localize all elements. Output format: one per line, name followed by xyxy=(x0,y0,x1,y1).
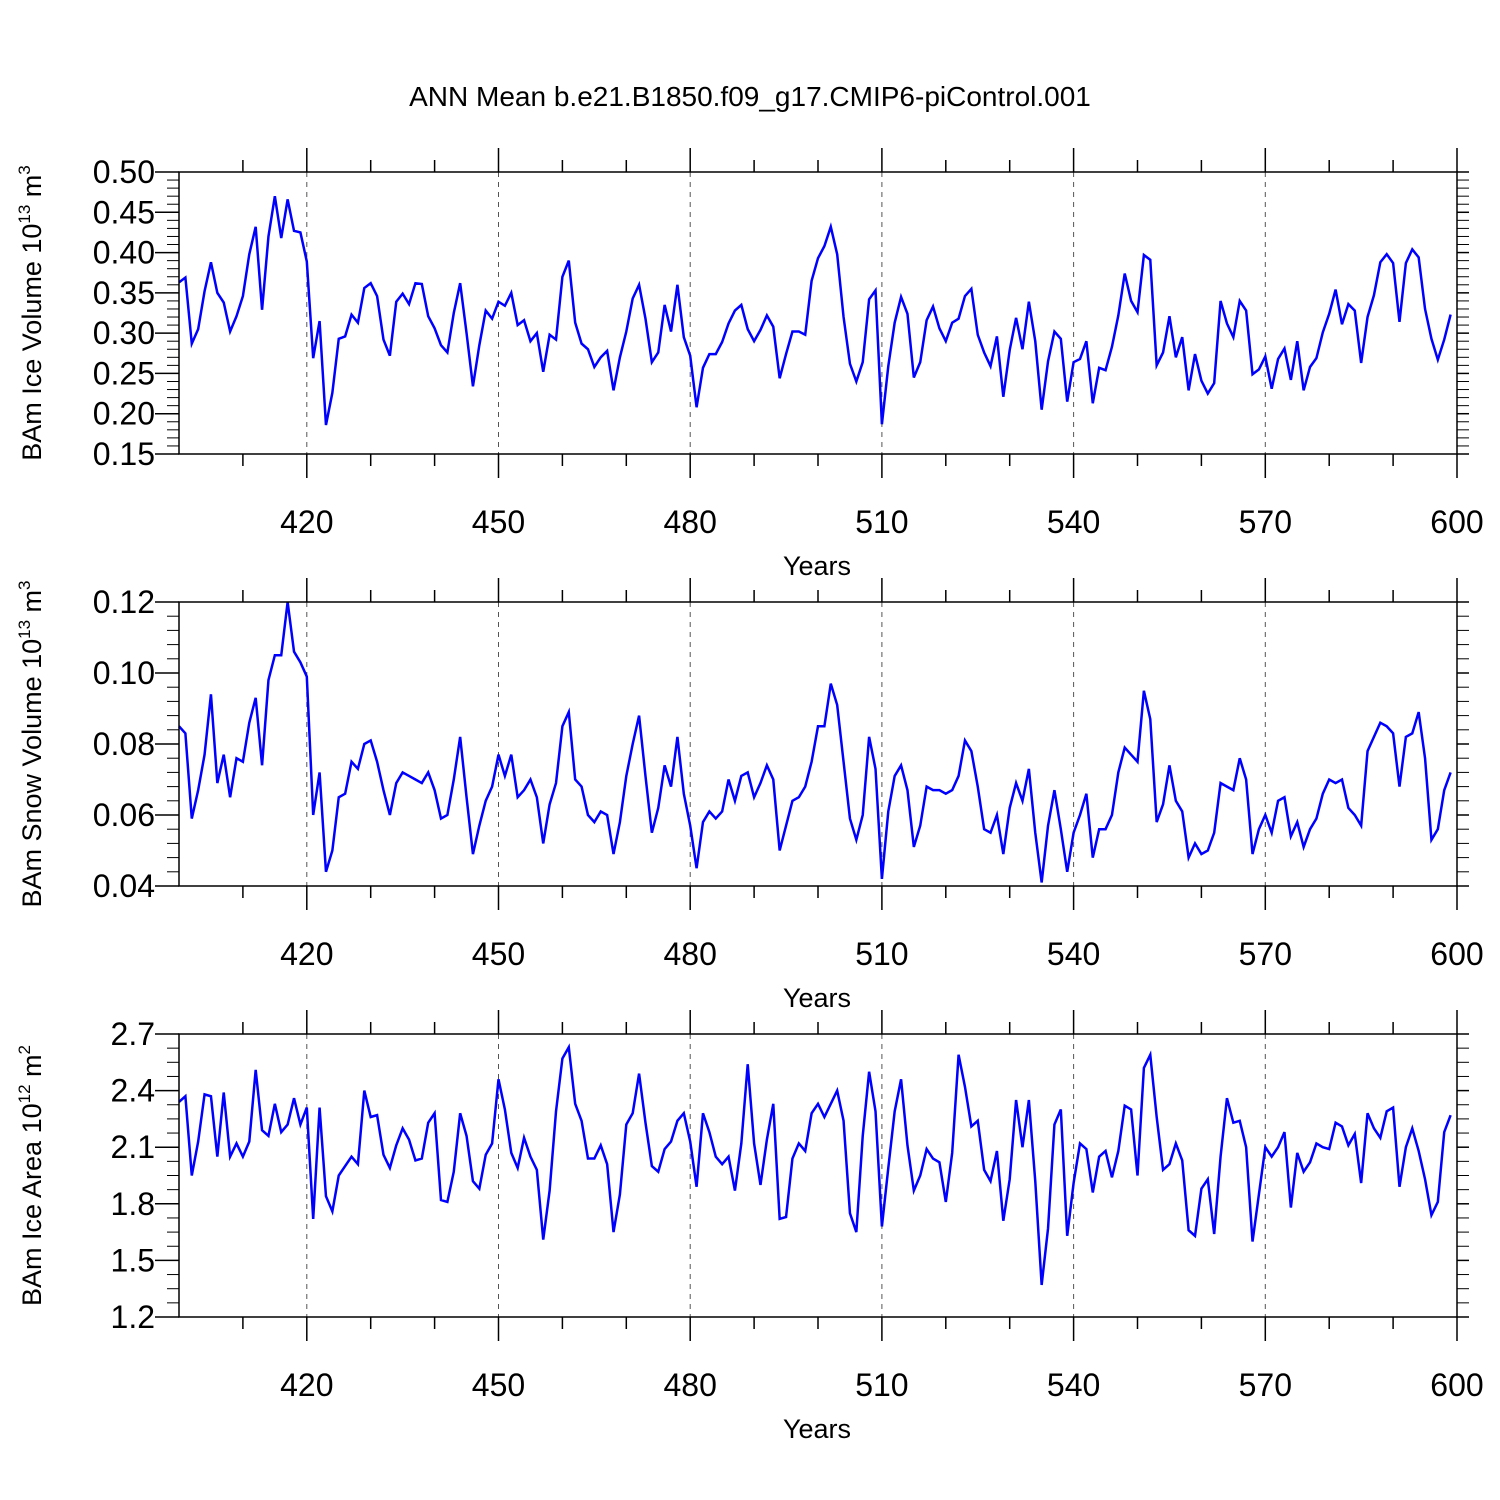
y-axis-label-prefix: BAm Ice Volume 10 xyxy=(17,224,47,461)
x-tick-label: 510 xyxy=(855,936,908,972)
y-axis-label: BAm Ice Volume 1013 m3 xyxy=(15,165,47,461)
y-tick-label: 0.25 xyxy=(93,355,155,391)
x-tick-label: 540 xyxy=(1047,504,1100,540)
chart-panel-1: 0.15 0.20 0.25 0.30 0.35 0.40 0.45 0.50 420 450 48… xyxy=(15,148,1484,581)
x-tick-label: 450 xyxy=(472,936,525,972)
y-tick-label: 0.45 xyxy=(93,194,155,230)
plot-frame xyxy=(178,171,1458,455)
x-tick-label: 570 xyxy=(1239,936,1292,972)
data-series-line xyxy=(178,601,1452,883)
y-axis-label-unit-exp: 3 xyxy=(15,165,34,174)
y-axis-label: BAm Snow Volume 1013 m3 xyxy=(15,580,47,907)
x-tick-label: 510 xyxy=(855,504,908,540)
y-axis-label-unit: m xyxy=(17,1054,47,1084)
x-tick-label: 480 xyxy=(664,1367,717,1403)
data-series-line xyxy=(178,195,1452,426)
y-axis-label: BAm Ice Area 1012 m2 xyxy=(15,1045,47,1306)
y-tick-label: 2.7 xyxy=(111,1016,155,1052)
x-axis-label: Years xyxy=(783,1414,851,1444)
x-tick-label: 600 xyxy=(1430,1367,1483,1403)
figure-title: ANN Mean b.e21.B1850.f09_g17.CMIP6-piCon… xyxy=(409,81,1091,112)
x-tick-label: 600 xyxy=(1430,504,1483,540)
y-axis-label-unit: m xyxy=(17,175,47,205)
plot-frame xyxy=(178,1033,1458,1318)
x-tick-label: 450 xyxy=(472,1367,525,1403)
x-tick-label: 510 xyxy=(855,1367,908,1403)
y-tick-label: 2.4 xyxy=(111,1073,155,1109)
x-tick-label: 480 xyxy=(664,504,717,540)
x-tick-label: 600 xyxy=(1430,936,1483,972)
x-tick-label: 570 xyxy=(1239,1367,1292,1403)
y-tick-label: 0.30 xyxy=(93,315,155,351)
y-tick-label: 0.50 xyxy=(93,154,155,190)
data-series-line xyxy=(178,1043,1452,1286)
x-tick-label: 420 xyxy=(280,1367,333,1403)
chart-panel-2: 0.04 0.06 0.08 0.10 0.12 420 450 480 510 540 570 60… xyxy=(15,578,1484,1013)
x-axis-label: Years xyxy=(783,983,851,1013)
y-tick-label: 0.12 xyxy=(93,584,155,620)
y-tick-label: 0.35 xyxy=(93,275,155,311)
y-tick-label: 1.5 xyxy=(111,1242,155,1278)
y-axis-label-unit: m xyxy=(17,590,47,620)
y-axis-label-exp: 12 xyxy=(15,1084,34,1103)
chart-panel-3: 1.2 1.5 1.8 2.1 2.4 2.7 420 450 480 510 540 570 600 Y… xyxy=(15,1010,1484,1444)
y-axis-label-unit-exp: 3 xyxy=(15,580,34,589)
y-axis-label-prefix: BAm Ice Area 10 xyxy=(17,1103,47,1306)
y-tick-label: 0.10 xyxy=(93,655,155,691)
x-tick-label: 540 xyxy=(1047,1367,1100,1403)
y-tick-label: 0.06 xyxy=(93,797,155,833)
plot-frame xyxy=(178,601,1458,887)
x-tick-label: 570 xyxy=(1239,504,1292,540)
x-axis-label: Years xyxy=(783,551,851,581)
y-tick-label: 1.2 xyxy=(111,1299,155,1335)
x-tick-label: 540 xyxy=(1047,936,1100,972)
x-tick-label: 480 xyxy=(664,936,717,972)
y-axis-label-exp: 13 xyxy=(15,620,34,639)
x-tick-label: 450 xyxy=(472,504,525,540)
y-axis-label-exp: 13 xyxy=(15,205,34,224)
y-tick-label: 0.40 xyxy=(93,235,155,271)
y-tick-label: 0.04 xyxy=(93,868,155,904)
x-tick-label: 420 xyxy=(280,936,333,972)
y-axis-label-unit-exp: 2 xyxy=(15,1045,34,1054)
y-tick-label: 0.15 xyxy=(93,436,155,472)
y-tick-label: 0.20 xyxy=(93,396,155,432)
y-tick-label: 0.08 xyxy=(93,726,155,762)
x-tick-label: 420 xyxy=(280,504,333,540)
y-tick-label: 1.8 xyxy=(111,1186,155,1222)
y-tick-label: 2.1 xyxy=(111,1129,155,1165)
y-axis-label-prefix: BAm Snow Volume 10 xyxy=(17,639,47,908)
